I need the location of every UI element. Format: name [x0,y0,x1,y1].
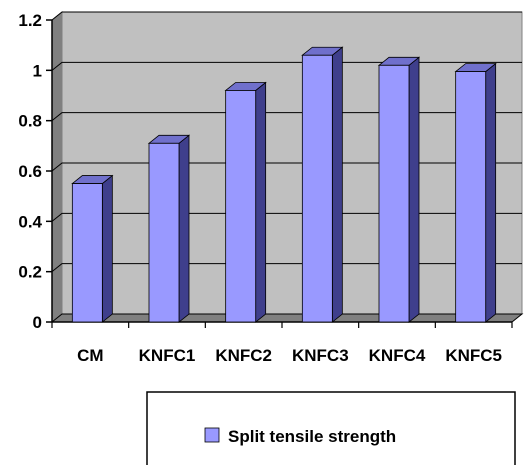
bars [71,46,497,323]
bar-front [301,54,333,323]
bar-front [71,183,103,323]
bar [224,81,267,323]
x-axis-tick-labels: CM KNFC1 KNFC2 KNFC3 KNFC4 KNFC5 [77,346,502,365]
axes [46,19,513,328]
gridline [51,112,522,122]
bar-front [378,64,410,323]
plot-floor [50,313,524,323]
y-tick-label: 1 [33,61,42,80]
legend: Split tensile strength [146,391,516,465]
bar-side [255,81,267,323]
y-tick-label: 0.2 [18,263,42,282]
bar [377,56,421,323]
bar [301,46,344,323]
bar-side [331,46,343,323]
x-tick-label: KNFC3 [292,346,349,365]
bar-side [101,174,113,323]
gridline [51,212,522,222]
gridline [51,162,522,172]
legend-swatch [204,427,220,443]
gridlines [51,11,522,273]
bar [454,62,497,323]
x-tick-label: KNFC1 [139,346,196,365]
y-tick-label: 0.4 [18,212,42,231]
gridline [51,61,522,71]
bar-side [178,134,190,323]
legend-label: Split tensile strength [228,427,396,446]
y-tick-label: 0 [33,313,42,332]
gridline [51,11,522,21]
bar-front [148,142,180,323]
gridline [51,263,522,273]
bar-front [225,90,257,323]
x-tick-label: CM [77,346,103,365]
x-tick-label: KNFC4 [369,346,426,365]
bar-front [455,71,487,323]
bar-side [485,62,497,323]
x-tick-label: KNFC5 [445,346,502,365]
y-tick-label: 0.8 [18,112,42,131]
y-tick-label: 0.6 [18,162,42,181]
bar [71,174,114,323]
bar [147,134,191,323]
y-tick-label: 1.2 [18,11,42,30]
plot-background [50,10,524,324]
bar-side [408,56,420,323]
x-tick-label: KNFC2 [215,346,272,365]
y-axis-tick-labels: 0 0.2 0.4 0.6 0.8 1 1.2 [18,11,42,332]
